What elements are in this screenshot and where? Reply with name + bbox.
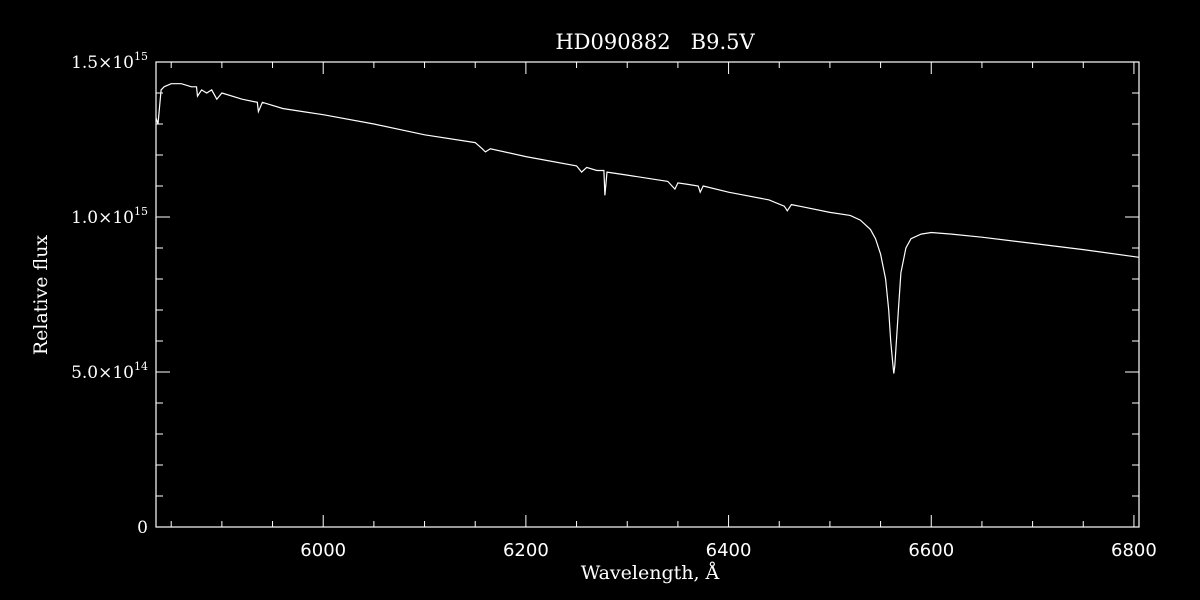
chart-title: HD090882 B9.5V <box>555 30 755 54</box>
y-tick-label: 1.0×1015 <box>71 205 148 228</box>
x-tick-label: 6400 <box>706 540 752 561</box>
y-tick-label: 1.5×1015 <box>71 50 148 73</box>
y-axis-label: Relative flux <box>30 235 52 356</box>
plot-frame <box>155 61 1140 528</box>
x-axis-label: Wavelength, Å <box>581 562 720 584</box>
x-axis-ticks <box>170 62 1135 527</box>
y-tick-label: 5.0×1014 <box>71 360 148 383</box>
y-tick-label: 0 <box>137 518 148 538</box>
x-tick-label: 6000 <box>300 540 346 561</box>
x-tick-label: 6800 <box>1111 540 1157 561</box>
y-axis-ticks <box>156 61 1139 528</box>
y-axis-tick-labels: 1.5×1015 1.0×1015 5.0×1014 0 <box>71 50 148 538</box>
spectrum-line <box>155 83 1140 374</box>
x-axis-tick-labels: 6000 6200 6400 6600 6800 <box>300 540 1157 561</box>
x-tick-label: 6600 <box>908 540 954 561</box>
x-tick-label: 6200 <box>503 540 549 561</box>
